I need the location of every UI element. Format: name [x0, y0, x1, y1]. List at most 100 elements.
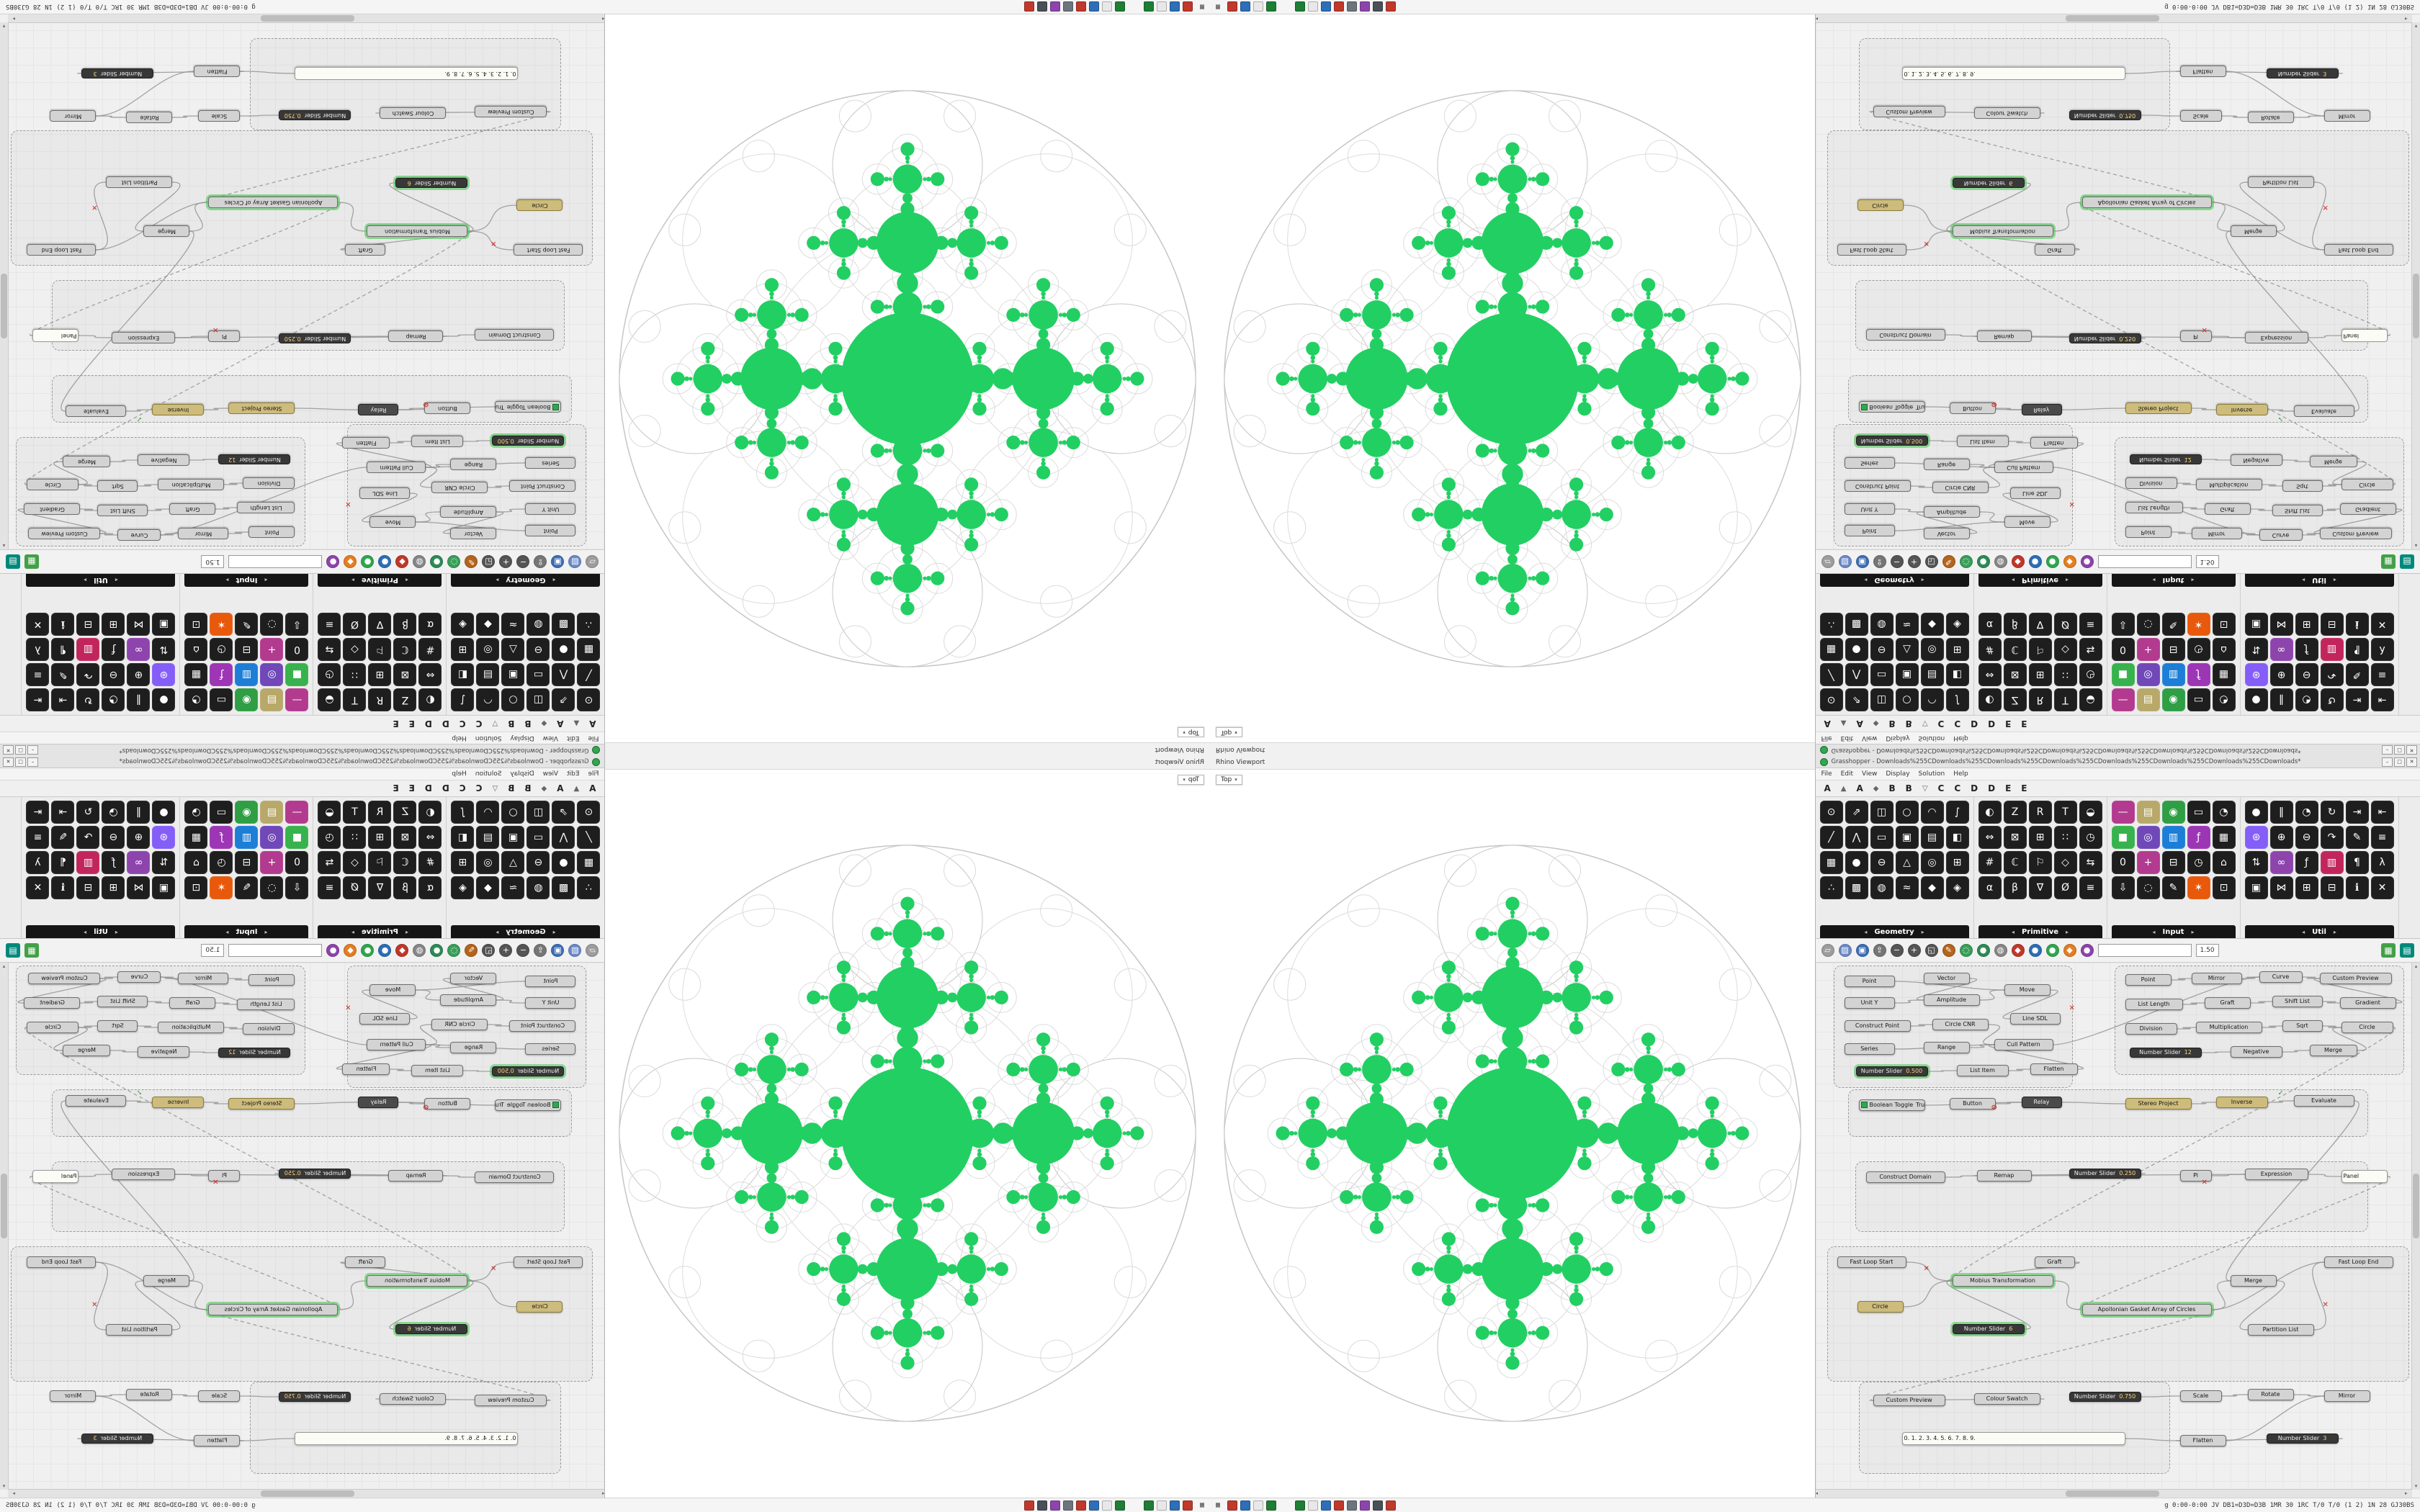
- cache-icon[interactable]: ▣: [152, 613, 176, 636]
- node-list-item[interactable]: List Item: [1956, 436, 2009, 447]
- gh-canvas[interactable]: Point Vector Unit Y Amplitude Move Construct …: [0, 14, 605, 549]
- node-0-1-2-3-4-5-6-7-8-9[interactable]: 0. 1. 2. 3. 4. 5. 6. 7. 8. 9.: [1901, 67, 2125, 80]
- taskbar-app-icon[interactable]: [1036, 1, 1047, 12]
- tab-d[interactable]: D: [1971, 783, 1978, 793]
- node-stereo-project[interactable]: Stereo Project: [228, 1098, 295, 1110]
- node-point[interactable]: Point: [2125, 526, 2172, 538]
- cluster-icon[interactable]: ⊛: [152, 663, 176, 686]
- image-sampler-icon[interactable]: ▦: [184, 663, 208, 686]
- guid-icon[interactable]: #: [418, 638, 442, 661]
- brep-icon[interactable]: ◧: [1945, 663, 1969, 686]
- orange-material-icon[interactable]: ◆: [2063, 944, 2076, 957]
- node-colour-swatch[interactable]: Colour Swatch: [380, 107, 447, 119]
- canvas-horizontal-scrollbar[interactable]: ◂ ▸: [1815, 14, 2412, 23]
- data-icon[interactable]: ◇: [343, 638, 367, 661]
- menu-help[interactable]: Help: [452, 770, 467, 778]
- node-merge[interactable]: Merge: [143, 1275, 190, 1287]
- node-rotate[interactable]: Rotate: [126, 1389, 173, 1400]
- geometry-icon[interactable]: ◈: [451, 876, 475, 899]
- node-rotate[interactable]: Rotate: [2247, 1389, 2294, 1400]
- node-rotate[interactable]: Rotate: [2247, 112, 2294, 123]
- menu-view[interactable]: View: [542, 770, 558, 778]
- polyline-icon[interactable]: ⋀: [1845, 826, 1868, 849]
- colour-swatch-icon[interactable]: ■: [285, 826, 309, 849]
- node-stereo-project[interactable]: Stereo Project: [2125, 1098, 2192, 1110]
- tab-a[interactable]: A: [557, 783, 564, 793]
- node-custom-preview[interactable]: Custom Preview: [1873, 1395, 1945, 1406]
- zoom-level-box[interactable]: 1.50: [201, 555, 225, 568]
- node-graft[interactable]: Graft: [2204, 997, 2251, 1009]
- number-slider-icon[interactable]: —: [285, 801, 309, 824]
- preview-off-icon[interactable]: ◍: [413, 555, 426, 568]
- node-amplitude[interactable]: Amplitude: [1923, 994, 1980, 1006]
- node-multiplication[interactable]: Multiplication: [158, 1022, 225, 1033]
- remote-icon[interactable]: ⇅: [2244, 638, 2268, 661]
- polyline-icon[interactable]: ⋀: [552, 826, 575, 849]
- file-path-icon[interactable]: ⌂: [2212, 638, 2236, 661]
- new-file-icon[interactable]: ▱: [586, 555, 599, 568]
- field-icon[interactable]: ≈: [1895, 613, 1919, 636]
- rectangle-icon[interactable]: ▭: [1870, 663, 1894, 686]
- tab-b[interactable]: B: [1888, 783, 1896, 793]
- taskbar-app-icon[interactable]: [1360, 1500, 1371, 1511]
- number-icon[interactable]: R: [368, 801, 392, 824]
- node-expression[interactable]: Expression: [112, 1169, 176, 1180]
- node-range[interactable]: Range: [450, 459, 497, 470]
- shape-icon[interactable]: ◆: [476, 876, 500, 899]
- node-line-sdl[interactable]: Line SDL: [359, 487, 411, 499]
- scroll-right-icon[interactable]: ▸: [2405, 1490, 2408, 1496]
- surface-icon[interactable]: ▤: [476, 826, 500, 849]
- node-cull-pattern[interactable]: Cull Pattern: [367, 1039, 426, 1050]
- preview-shaded-icon[interactable]: ●: [430, 555, 444, 568]
- geometry-icon[interactable]: ◈: [451, 613, 475, 636]
- purple-material-icon[interactable]: ●: [2080, 944, 2094, 957]
- unpack-icon[interactable]: ⊟: [2320, 876, 2344, 899]
- taskbar-app-icon[interactable]: [1101, 1500, 1112, 1511]
- tab-b[interactable]: B: [1888, 719, 1896, 729]
- export-icon[interactable]: ⇪: [1873, 944, 1886, 957]
- node-merge[interactable]: Merge: [63, 1045, 111, 1056]
- number-icon[interactable]: R: [2028, 801, 2052, 824]
- canvas-horizontal-scrollbar[interactable]: ◂ ▸: [1815, 1489, 2412, 1498]
- pack-icon[interactable]: ⊞: [2295, 613, 2318, 636]
- md-slider-icon[interactable]: +: [2136, 851, 2160, 874]
- zoom-in-icon[interactable]: +: [1907, 555, 1921, 568]
- brep-icon[interactable]: ◧: [451, 826, 475, 849]
- node-flatten[interactable]: Flatten: [342, 1063, 390, 1075]
- cylinder-icon[interactable]: ⊖: [1870, 638, 1894, 661]
- tab-a[interactable]: A: [1824, 719, 1831, 729]
- char-icon[interactable]: α: [418, 613, 442, 636]
- mesh-icon[interactable]: ▦: [577, 638, 601, 661]
- polyline-icon[interactable]: ⋀: [1845, 663, 1868, 686]
- viewport-canvas[interactable]: [1210, 14, 1815, 743]
- node-flatten[interactable]: Flatten: [2030, 437, 2078, 449]
- tab-glyph-icon[interactable]: ▲: [573, 719, 580, 728]
- tab-glyph-icon[interactable]: ◆: [541, 784, 547, 793]
- box-icon[interactable]: ▣: [501, 663, 525, 686]
- line-icon[interactable]: ╱: [577, 663, 601, 686]
- node-negative[interactable]: Negative: [2230, 454, 2282, 466]
- info-icon[interactable]: ℹ: [2345, 876, 2369, 899]
- trash-icon[interactable]: ✕: [2370, 613, 2394, 636]
- node-group[interactable]: [1847, 1089, 2368, 1137]
- node-point[interactable]: Point: [525, 525, 576, 536]
- scribble-icon[interactable]: ✎: [2345, 826, 2369, 849]
- cache-icon[interactable]: ≡: [318, 876, 341, 899]
- number-slider-icon[interactable]: —: [285, 688, 309, 711]
- node-number-slider[interactable]: Number Slider0.500: [492, 1066, 565, 1076]
- menu-edit[interactable]: Edit: [567, 770, 580, 778]
- node-custom-preview[interactable]: Custom Preview: [2319, 528, 2392, 539]
- curve-icon[interactable]: ∫: [451, 688, 475, 711]
- sketch-tool-icon[interactable]: ✎: [465, 555, 478, 568]
- timer-icon[interactable]: ◔: [2295, 688, 2318, 711]
- curve-icon[interactable]: ∫: [1945, 801, 1969, 824]
- open-file-icon[interactable]: ▨: [568, 944, 582, 957]
- remote-icon[interactable]: ⇅: [152, 851, 176, 874]
- node-boolean-toggle[interactable]: Boolean ToggleTrue: [1858, 401, 1925, 413]
- time-icon[interactable]: ◷: [318, 826, 341, 849]
- data-output-icon[interactable]: ⇤: [2370, 688, 2394, 711]
- gradient-control-icon[interactable]: ▥: [235, 826, 259, 849]
- node-expression[interactable]: Expression: [2244, 332, 2308, 343]
- boolean-icon[interactable]: ◐: [418, 688, 442, 711]
